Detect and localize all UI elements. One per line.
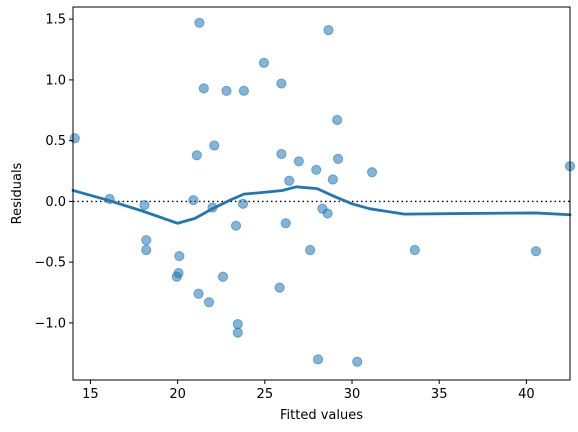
x-tick-label: 20 [169, 387, 186, 402]
data-point [280, 218, 291, 229]
x-tick-label: 35 [431, 387, 448, 402]
data-point [69, 133, 80, 144]
y-tick-label: 1.0 [45, 73, 66, 88]
data-point [173, 267, 184, 279]
data-point [237, 198, 249, 209]
data-point [311, 164, 322, 175]
data-point [530, 246, 542, 257]
x-axis-title: Fitted values [280, 408, 363, 423]
data-point [191, 150, 202, 161]
y-tick-label: 0.0 [45, 195, 66, 210]
data-point [323, 24, 334, 36]
x-tick-label: 25 [257, 387, 274, 402]
y-axis-title: Residuals [10, 162, 25, 224]
data-point [198, 83, 209, 94]
data-point [221, 85, 232, 96]
data-point [293, 156, 304, 167]
x-axis: 15 20 25 30 35 40 [82, 380, 535, 402]
x-tick-label: 30 [344, 387, 361, 402]
points-layer [69, 17, 576, 367]
data-point [174, 250, 185, 262]
data-point [139, 199, 150, 211]
data-point [332, 153, 344, 164]
data-point [312, 354, 324, 365]
data-point [276, 78, 287, 89]
data-point [230, 220, 242, 231]
data-point [203, 297, 215, 308]
data-point [409, 244, 420, 256]
lowess-smooth-line [71, 185, 572, 225]
data-point [232, 319, 243, 330]
x-tick-label: 40 [518, 387, 535, 402]
data-point [305, 244, 316, 256]
data-point [284, 175, 295, 186]
y-tick-label: −0.5 [34, 256, 66, 271]
y-tick-label: 0.5 [45, 134, 66, 149]
data-point [366, 167, 378, 178]
plot-frame [72, 6, 571, 381]
data-point [322, 208, 333, 219]
x-tick-label: 15 [82, 387, 99, 402]
data-point [141, 244, 152, 256]
y-axis: −1.0 −0.5 0.0 0.5 1.0 1.5 [34, 13, 73, 331]
y-tick-label: 1.5 [45, 13, 66, 28]
data-point [258, 57, 270, 68]
data-point [232, 327, 243, 338]
data-point [352, 356, 363, 367]
data-point [274, 282, 285, 293]
data-point [209, 140, 220, 151]
data-point [193, 288, 204, 299]
data-point [238, 85, 249, 96]
y-tick-label: −1.0 [34, 316, 66, 331]
data-point [327, 174, 338, 185]
data-point [217, 271, 229, 282]
data-point [332, 114, 343, 126]
data-point [188, 195, 199, 206]
data-point [141, 235, 152, 246]
plot-area [73, 7, 570, 380]
data-point [276, 148, 287, 160]
data-point [194, 17, 205, 28]
